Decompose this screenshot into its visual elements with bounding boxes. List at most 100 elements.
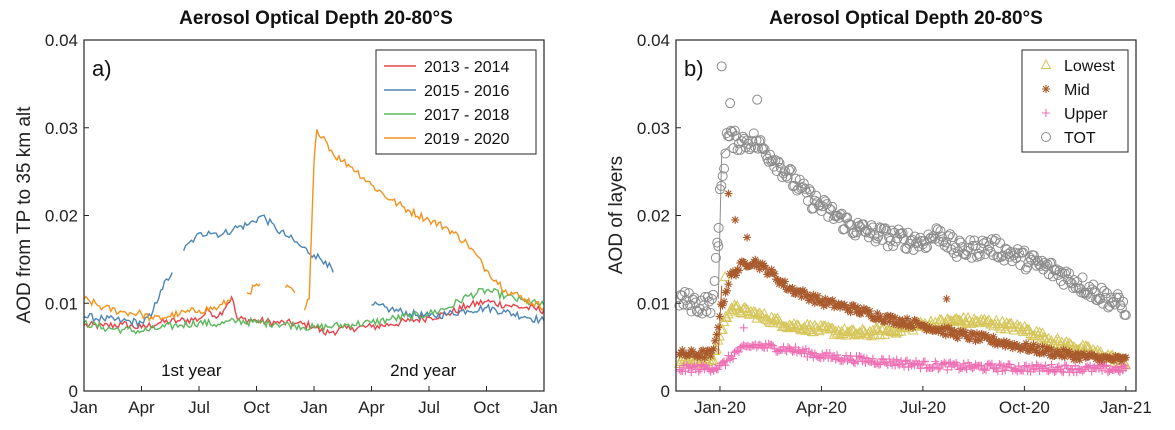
data-point <box>909 231 920 242</box>
data-point <box>876 360 885 369</box>
data-point <box>700 353 709 362</box>
b-y-tick-label: 0.04 <box>637 31 670 50</box>
series-line-2019-2020 <box>83 295 233 323</box>
annotation-year: 2nd year <box>390 361 456 380</box>
data-point <box>729 299 740 310</box>
data-point <box>1001 366 1010 375</box>
data-point <box>926 324 935 333</box>
a-x-tick-label: Oct <box>243 398 270 417</box>
data-point <box>867 222 878 233</box>
data-point <box>823 211 834 222</box>
b-y-tick-label: 0.03 <box>637 119 670 138</box>
data-point <box>685 351 694 360</box>
data-point <box>958 330 967 339</box>
data-point <box>705 307 716 318</box>
data-point <box>1083 341 1094 352</box>
data-point <box>797 292 806 301</box>
data-point <box>981 331 990 340</box>
data-point <box>766 156 777 167</box>
data-point <box>1053 335 1065 346</box>
data-point <box>728 354 737 363</box>
data-point <box>714 323 723 332</box>
data-point <box>1037 327 1048 338</box>
data-point <box>973 329 982 338</box>
data-point <box>687 368 696 377</box>
a-y-tick-label: 0.01 <box>45 294 78 313</box>
data-point <box>1046 257 1057 268</box>
series-tot <box>674 61 1131 321</box>
legend-label: 2019 - 2020 <box>424 131 510 148</box>
data-point <box>795 287 804 296</box>
data-point <box>983 314 995 325</box>
data-point <box>758 143 769 154</box>
data-point <box>779 320 791 331</box>
data-point <box>779 166 790 177</box>
data-point <box>1102 361 1111 370</box>
data-point <box>904 322 913 331</box>
a-y-tick-label: 0.04 <box>45 31 78 50</box>
panel-a-legend <box>375 49 537 155</box>
data-point <box>1035 349 1044 358</box>
data-point <box>770 313 782 325</box>
data-point <box>1081 340 1093 351</box>
series-line-2015-2016 <box>83 272 173 329</box>
panel-a-label: a) <box>92 56 112 81</box>
panel-a: Aerosol Optical Depth 20-80°S AOD from T… <box>14 8 558 417</box>
data-point <box>728 267 737 276</box>
data-point <box>818 296 827 305</box>
data-point <box>1060 353 1069 362</box>
legend-label: 2017 - 2018 <box>424 107 510 124</box>
data-point <box>785 163 796 174</box>
series-lowest <box>674 270 1132 370</box>
data-point <box>880 223 891 234</box>
data-point <box>746 142 757 153</box>
data-point <box>870 314 879 323</box>
data-point <box>1121 353 1130 362</box>
data-point <box>973 248 984 259</box>
data-point <box>942 294 951 303</box>
data-point <box>767 155 778 166</box>
data-point <box>1087 284 1098 295</box>
data-point <box>862 305 871 314</box>
data-point <box>874 222 885 233</box>
data-point <box>959 359 968 368</box>
b-x-tick-label: Apr-20 <box>796 398 847 417</box>
data-point <box>937 324 946 333</box>
a-x-tick-label: Apr <box>128 398 155 417</box>
data-point <box>802 195 813 206</box>
legend-marker <box>1040 58 1052 69</box>
data-point <box>774 158 785 169</box>
data-point <box>1074 349 1083 358</box>
a-y-tick-label: 0.02 <box>45 207 78 226</box>
legend-marker <box>1042 109 1050 117</box>
legend-label: Mid <box>1064 82 1090 99</box>
data-point <box>706 294 717 305</box>
data-point <box>788 347 797 356</box>
data-point <box>1034 326 1045 337</box>
data-point <box>920 243 931 254</box>
data-point <box>920 321 929 330</box>
b-y-tick-label: 0 <box>661 382 670 401</box>
data-point <box>1065 347 1074 356</box>
data-point <box>712 330 721 339</box>
a-x-tick-label: Apr <box>358 398 385 417</box>
a-x-tick-label: Jan <box>300 398 327 417</box>
data-point <box>1023 346 1032 355</box>
data-point <box>881 225 892 236</box>
data-point <box>1055 276 1066 287</box>
data-point <box>716 61 727 72</box>
data-point <box>752 308 764 319</box>
data-point <box>874 315 883 324</box>
series-line-2019-2020 <box>246 283 261 295</box>
data-point <box>853 303 862 312</box>
data-point <box>773 156 784 167</box>
data-point <box>743 233 752 242</box>
data-point <box>782 172 793 183</box>
data-point <box>845 304 854 313</box>
data-point <box>941 331 950 340</box>
b-x-tick-label: Jan-20 <box>694 398 746 417</box>
data-point <box>724 280 733 289</box>
data-point <box>885 235 896 246</box>
data-point <box>1050 368 1059 377</box>
